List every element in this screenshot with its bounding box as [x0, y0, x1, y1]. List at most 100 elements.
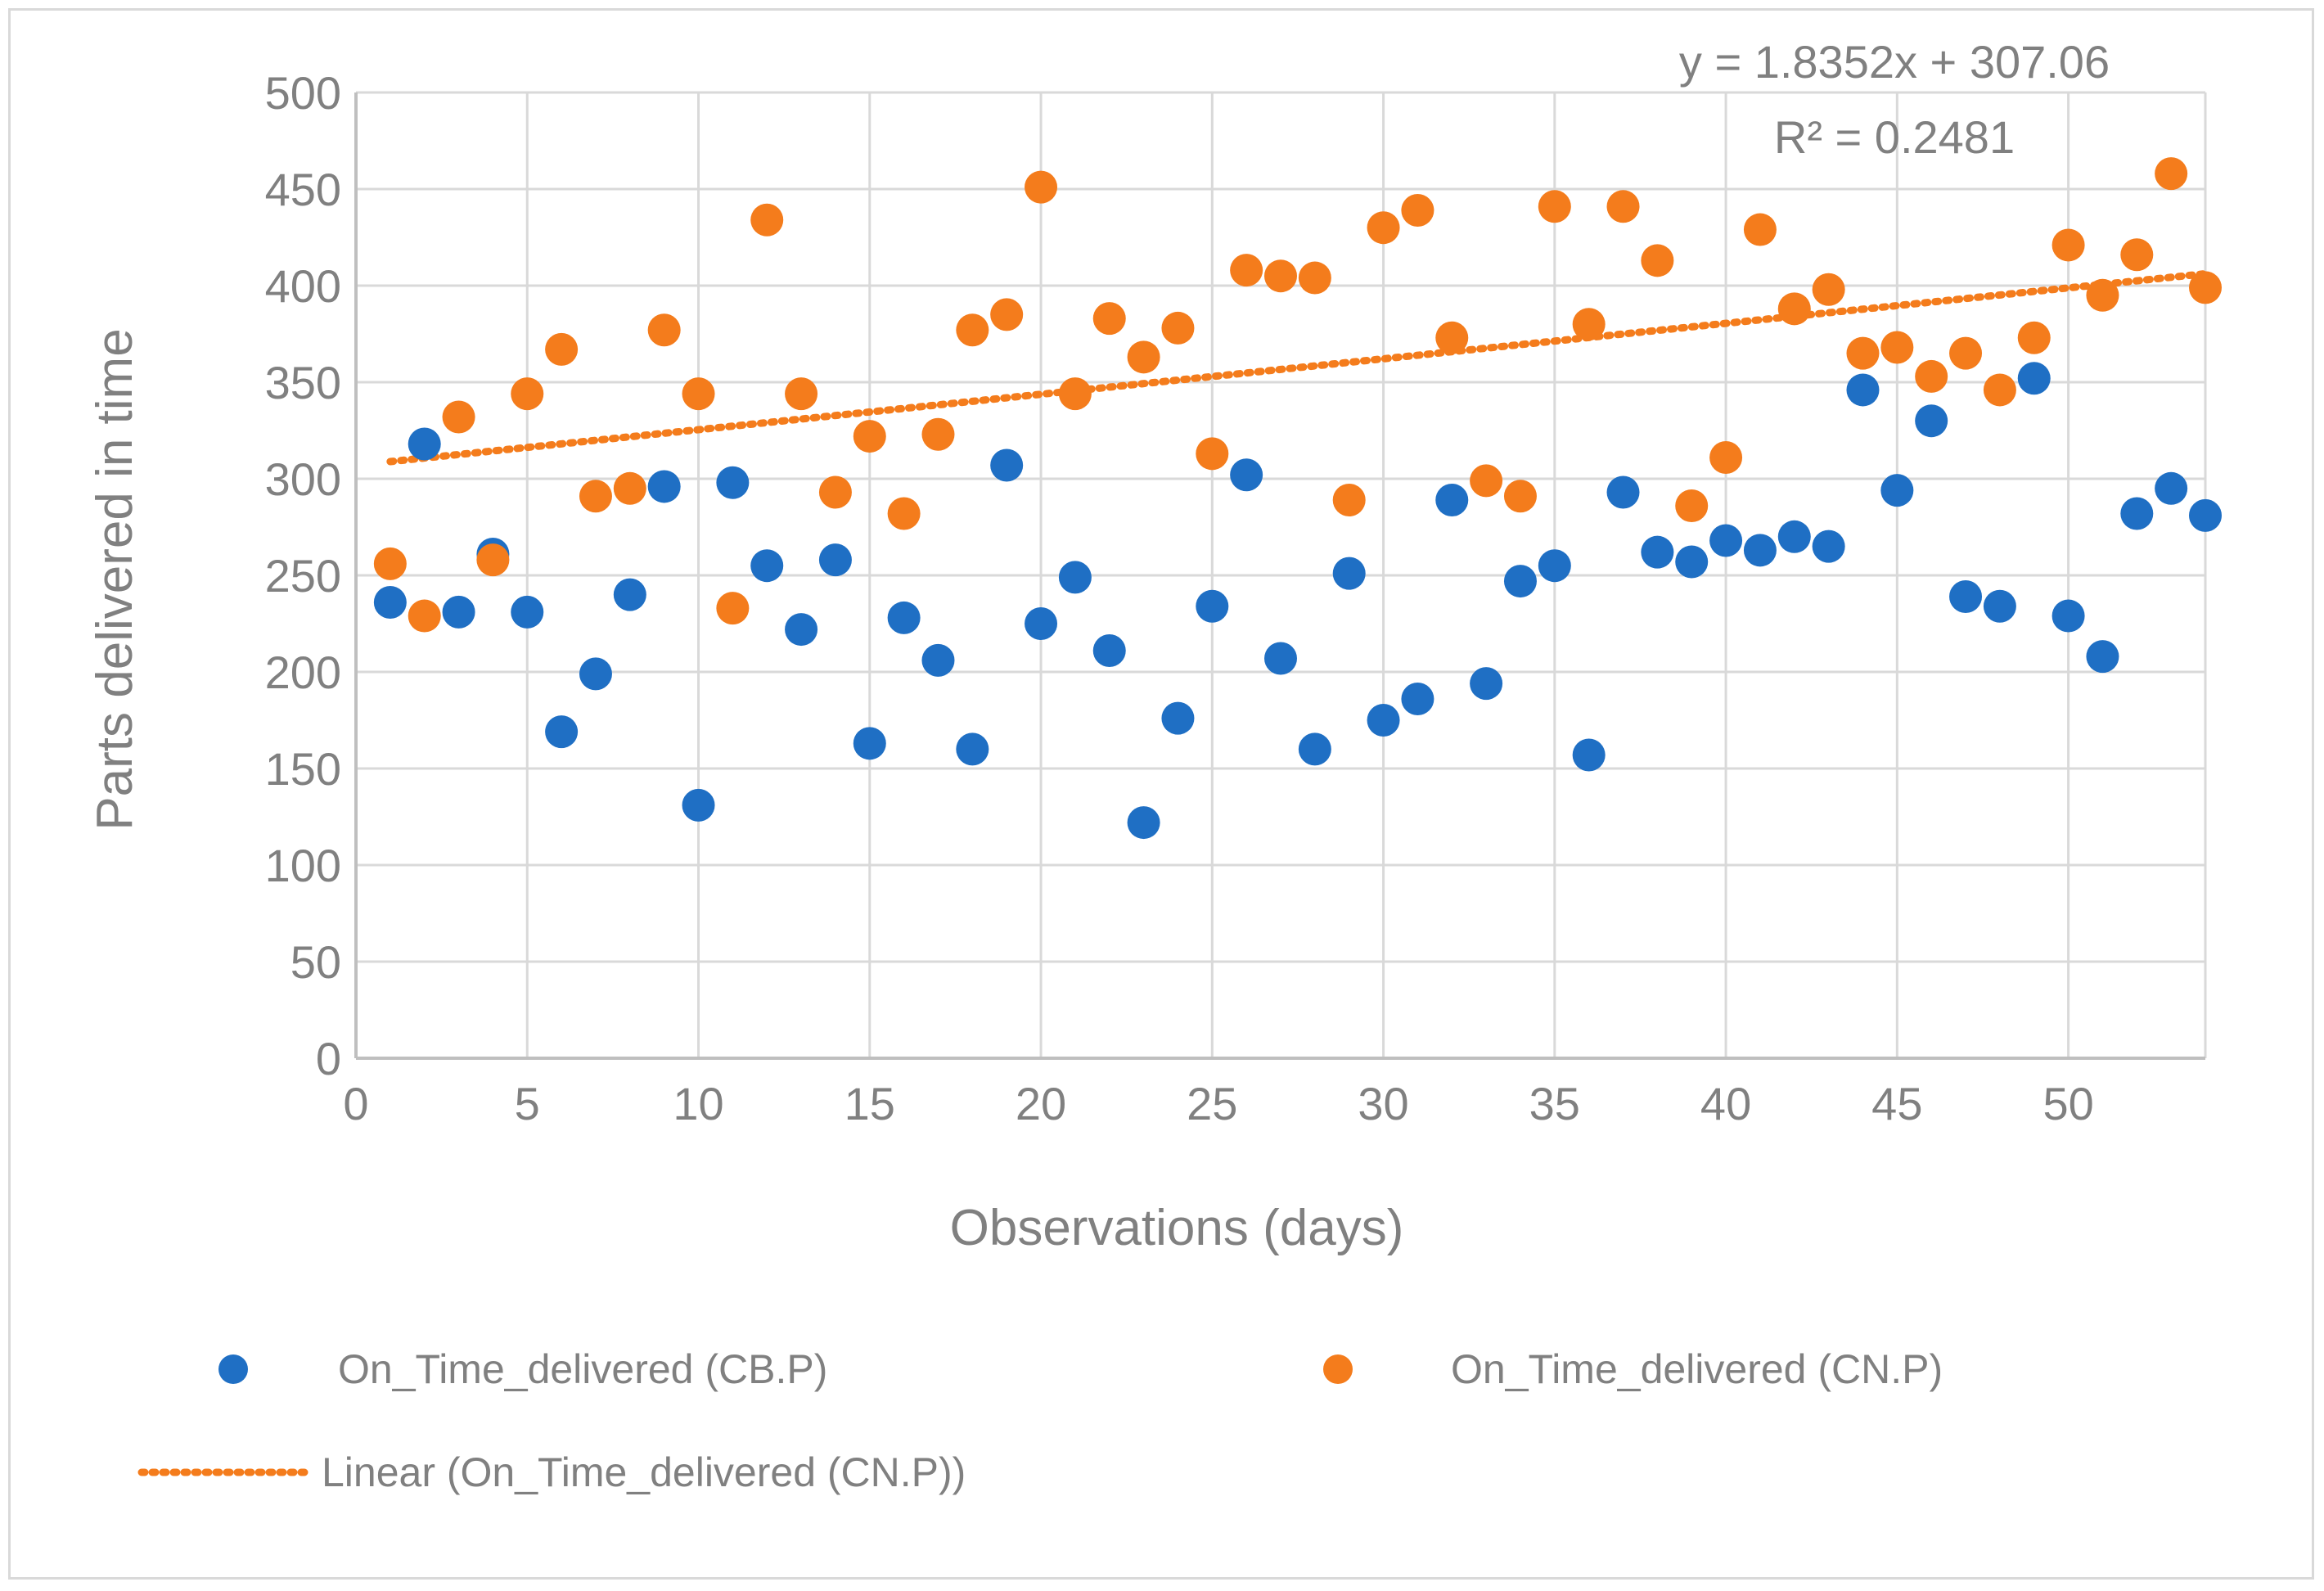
x-tick-label: 40: [1700, 1078, 1751, 1129]
data-point-cn-p: [1435, 321, 1469, 354]
data-point-cn-p: [1949, 336, 1983, 370]
data-point-cn-p: [408, 599, 441, 633]
data-point-cb-p: [1503, 565, 1537, 598]
data-point-cn-p: [1812, 273, 1845, 306]
scatter-chart: 0 50 100 150 200 250 300 350 400 450 500 0 5 10 15 20 25…: [87, 36, 2222, 1495]
legend-label-cb-p: On_Time_delivered (CB.P): [338, 1346, 827, 1392]
y-tick-label: 450: [265, 164, 341, 215]
x-tick-label: 25: [1187, 1078, 1237, 1129]
data-point-cb-p: [1812, 530, 1845, 563]
data-point-cn-p: [613, 471, 646, 505]
data-point-cn-p: [2052, 228, 2085, 262]
data-point-cb-p: [1298, 732, 1331, 766]
data-point-cn-p: [750, 203, 784, 237]
data-point-cb-p: [1641, 535, 1674, 569]
data-point-cn-p: [2017, 321, 2051, 354]
data-point-cb-p: [613, 578, 646, 611]
data-point-cb-p: [2052, 599, 2085, 633]
data-point-cb-p: [408, 427, 441, 461]
data-point-cb-p: [750, 549, 784, 583]
y-tick-label: 500: [265, 67, 341, 119]
data-point-cn-p: [511, 377, 544, 411]
data-point-cn-p: [1503, 480, 1537, 513]
data-point-cb-p: [1332, 557, 1366, 590]
data-point-cn-p: [1606, 190, 1640, 223]
x-tick-label: 0: [343, 1078, 368, 1129]
data-point-cn-p: [2086, 278, 2119, 312]
y-tick-label: 50: [290, 936, 341, 988]
data-point-cn-p: [716, 592, 750, 625]
data-point-cn-p: [1470, 464, 1503, 498]
data-point-cb-p: [785, 613, 818, 647]
data-point-cn-p: [1161, 311, 1195, 345]
data-point-cb-p: [1161, 701, 1195, 735]
data-point-cb-p: [921, 643, 955, 677]
data-point-cn-p: [1230, 254, 1263, 287]
data-point-cb-p: [1572, 738, 1606, 772]
data-point-cn-p: [1743, 213, 1777, 246]
data-point-cn-p: [373, 547, 407, 580]
data-point-cb-p: [579, 657, 612, 691]
data-point-cn-p: [1127, 340, 1160, 374]
data-point-cn-p: [1709, 441, 1743, 475]
data-point-cb-p: [2155, 471, 2188, 505]
data-point-cb-p: [2120, 497, 2154, 530]
data-point-cb-p: [442, 595, 475, 629]
chart-frame: 0 50 100 150 200 250 300 350 400 450 500 0 5 10 15 20 25…: [8, 8, 2314, 1580]
x-tick-label: 35: [1529, 1078, 1580, 1129]
grid-lines: [356, 91, 2207, 1058]
data-point-cn-p: [2155, 157, 2188, 191]
data-point-cb-p: [853, 727, 886, 760]
y-tick-label: 300: [265, 453, 341, 505]
data-point-cb-p: [2017, 362, 2051, 395]
data-point-cn-p: [1025, 170, 1058, 204]
data-point-cb-p: [887, 601, 921, 634]
trendline-layer: [386, 269, 2209, 466]
legend-marker-cb-p: [218, 1354, 248, 1384]
data-point-cn-p: [1983, 373, 2016, 407]
data-point-cn-p: [1641, 244, 1674, 277]
y-tick-label: 350: [265, 357, 341, 408]
y-tick-label: 0: [316, 1033, 341, 1084]
data-point-cn-p: [1777, 292, 1811, 326]
data-point-cn-p: [647, 313, 681, 347]
data-point-cn-p: [1092, 302, 1126, 336]
data-point-cn-p: [1675, 489, 1709, 523]
data-point-cn-p: [1058, 377, 1092, 411]
data-point-cb-p: [1196, 589, 1229, 623]
data-point-cn-p: [853, 420, 886, 453]
data-point-cn-p: [1298, 261, 1331, 295]
data-point-cb-p: [1983, 589, 2016, 623]
data-point-cn-p: [921, 417, 955, 451]
data-point-cn-p: [682, 377, 715, 411]
data-point-cn-p: [442, 400, 475, 434]
x-tick-label: 45: [1871, 1078, 1922, 1129]
data-point-cn-p: [818, 475, 852, 509]
data-point-cn-p: [1538, 190, 1571, 223]
y-tick-label: 150: [265, 743, 341, 795]
y-axis-title: Parts delivered in time: [87, 328, 143, 830]
data-point-cb-p: [1915, 404, 1948, 438]
y-tick-label: 250: [265, 550, 341, 602]
trendline-r-squared: R² = 0.2481: [1774, 111, 2015, 163]
y-tick-label: 100: [265, 840, 341, 891]
data-point-cn-p: [2189, 271, 2222, 304]
data-point-cn-p: [785, 377, 818, 411]
data-point-cn-p: [1572, 308, 1606, 341]
data-point-cb-p: [956, 732, 989, 766]
x-tick-label: 10: [673, 1078, 723, 1129]
axes: [354, 92, 2205, 1060]
data-point-cn-p: [1401, 193, 1434, 227]
data-point-cb-p: [818, 543, 852, 577]
data-point-cn-p: [579, 480, 612, 513]
trendline: [386, 269, 2209, 466]
data-point-cn-p: [887, 497, 921, 530]
data-point-cb-p: [1880, 474, 1914, 507]
data-point-cn-p: [1332, 483, 1366, 516]
data-point-cb-p: [1743, 534, 1777, 567]
data-point-cn-p: [2120, 238, 2154, 272]
data-point-cb-p: [1846, 373, 1880, 407]
x-tick-label: 20: [1016, 1078, 1066, 1129]
x-axis-title: Observations (days): [950, 1200, 1404, 1256]
data-point-cb-p: [1367, 704, 1400, 737]
